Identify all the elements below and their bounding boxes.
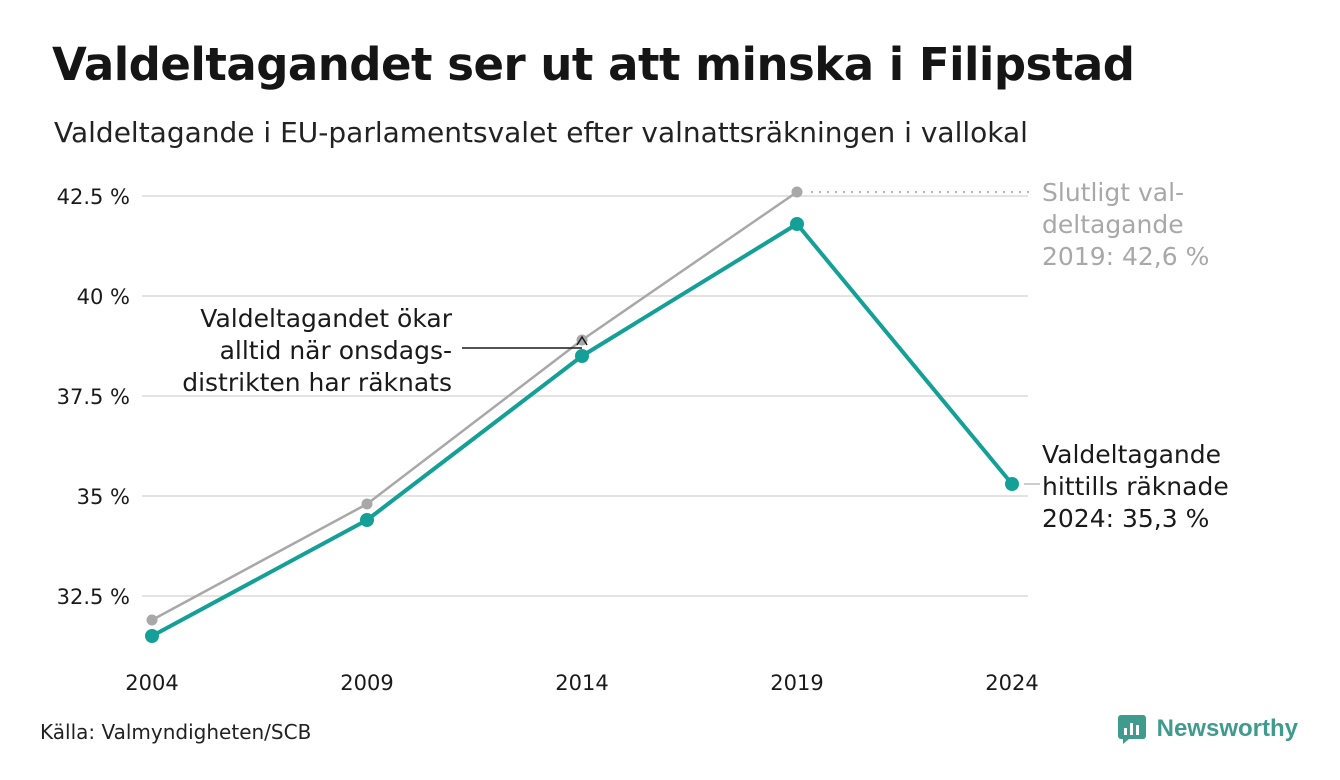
annotation-wednesday-line: alltid när onsdags- [220,336,452,365]
y-tick-label: 35 % [77,485,130,509]
data-point-valnatt [1005,477,1019,491]
series-line-slutligt [150,190,799,622]
brand-logo: Newsworthy [1117,714,1298,744]
y-tick-label: 42.5 % [57,185,130,209]
data-point-valnatt [360,513,374,527]
data-point-slutligt [791,186,803,198]
brand-name: Newsworthy [1156,715,1298,742]
annotation-wednesday-line: Valdeltagandet ökar [200,304,452,333]
series-line-valnatt [150,222,1014,638]
data-point-valnatt [145,629,159,643]
annotation-final2019-line: deltagande [1042,210,1184,239]
source-note: Källa: Valmyndigheten/SCB [40,720,312,744]
annotation-wednesday-line: distrikten har räknats [182,368,452,397]
annotation-counted2024-line: Valdeltagande [1042,440,1221,469]
data-point-valnatt [790,217,804,231]
data-point-slutligt [146,614,158,626]
annotation-final2019-line: Slutligt val- [1042,178,1184,207]
x-tick-label: 2004 [125,671,178,695]
annotation-final2019-line: 2019: 42,6 % [1042,242,1209,271]
newsworthy-logo-icon [1117,715,1146,744]
annotation-counted2024-line: 2024: 35,3 % [1042,504,1209,533]
annotation-counted2024-line: hittills räknade [1042,472,1229,501]
y-tick-label: 37.5 % [57,385,130,409]
x-tick-label: 2019 [770,671,823,695]
x-tick-label: 2024 [985,671,1038,695]
data-point-slutligt [361,498,373,510]
x-tick-label: 2014 [555,671,608,695]
chart-title: Valdeltagandet ser ut att minska i Filip… [52,38,1135,91]
data-point-valnatt [575,349,589,363]
chart-subtitle: Valdeltagande i EU-parlamentsvalet efter… [54,116,1028,149]
x-tick-label: 2009 [340,671,393,695]
annotation-arrowhead [576,335,588,346]
y-tick-label: 40 % [77,285,130,309]
y-tick-label: 32.5 % [57,585,130,609]
